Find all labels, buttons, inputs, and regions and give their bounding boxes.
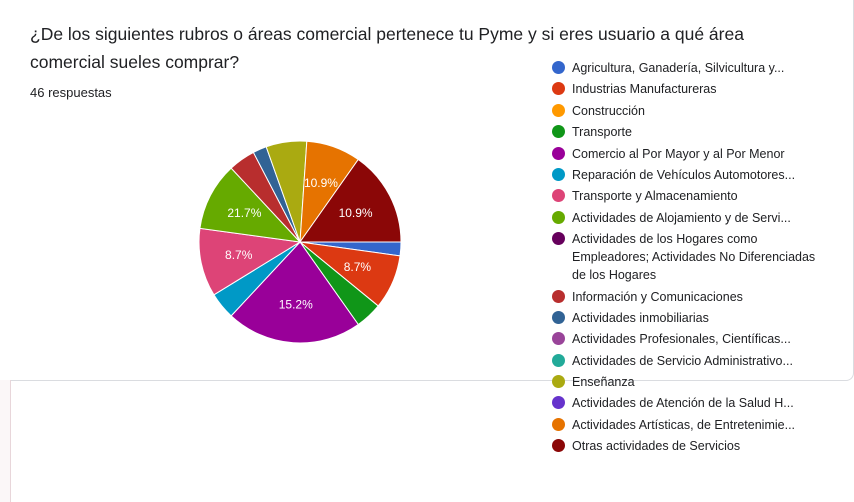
legend-item[interactable]: Transporte bbox=[552, 123, 827, 141]
legend-label: Actividades de Servicio Administrativo..… bbox=[572, 353, 793, 368]
pie-slice[interactable] bbox=[299, 158, 402, 243]
legend-swatch bbox=[552, 210, 565, 224]
legend-swatch bbox=[552, 310, 565, 324]
legend-label: Construcción bbox=[572, 103, 645, 118]
slice-label: 21.7% bbox=[227, 206, 261, 220]
slice-label: 10.9% bbox=[339, 206, 373, 220]
legend-label: Actividades Artísticas, de Entretenimie.… bbox=[572, 417, 796, 432]
legend-swatch bbox=[552, 289, 565, 303]
pie-slice[interactable] bbox=[198, 227, 302, 296]
legend-label: Industrias Manufactureras bbox=[572, 82, 717, 97]
legend-item[interactable]: Actividades de los Hogares como Empleado… bbox=[552, 230, 827, 284]
legend-item[interactable]: Actividades inmobiliarias bbox=[552, 309, 827, 327]
slice-label: 10.9% bbox=[304, 176, 338, 190]
legend-label: Actividades de los Hogares como Empleado… bbox=[572, 232, 816, 283]
legend-label: Transporte bbox=[572, 125, 632, 140]
legend-item[interactable]: Actividades de Alojamiento y de Servi... bbox=[552, 209, 827, 227]
legend-item[interactable]: Comercio al Por Mayor y al Por Menor bbox=[552, 145, 827, 163]
legend-swatch bbox=[552, 125, 565, 139]
legend-label: Reparación de Vehículos Automotores... bbox=[572, 167, 796, 182]
legend-swatch bbox=[552, 353, 565, 367]
legend-swatch bbox=[552, 82, 565, 96]
legend-item[interactable]: Otras actividades de Servicios bbox=[552, 437, 827, 455]
legend-label: Transporte y Almacenamiento bbox=[572, 189, 738, 204]
legend-label: Actividades Profesionales, Científicas..… bbox=[572, 332, 791, 347]
slice-label: 8.7% bbox=[344, 260, 372, 274]
legend-swatch bbox=[552, 439, 565, 453]
next-card-edge bbox=[0, 380, 11, 502]
legend-swatch bbox=[552, 375, 565, 389]
legend-item[interactable]: Agricultura, Ganadería, Silvicultura y..… bbox=[552, 59, 827, 77]
response-count: 46 respuestas bbox=[30, 85, 112, 100]
pie-slice[interactable] bbox=[199, 167, 302, 243]
legend-swatch bbox=[552, 332, 565, 346]
legend-swatch bbox=[552, 146, 565, 160]
legend-item[interactable]: Actividades Artísticas, de Entretenimie.… bbox=[552, 416, 827, 434]
legend-item[interactable]: Reparación de Vehículos Automotores... bbox=[552, 166, 827, 184]
legend-swatch bbox=[552, 232, 565, 246]
legend-label: Agricultura, Ganadería, Silvicultura y..… bbox=[572, 61, 785, 75]
legend-label: Comercio al Por Mayor y al Por Menor bbox=[572, 146, 785, 161]
legend-item[interactable]: Actividades de Atención de la Salud H... bbox=[552, 394, 827, 412]
chart-legend: Agricultura, Ganadería, Silvicultura y..… bbox=[552, 59, 827, 459]
question-title: ¿De los siguientes rubros o áreas comerc… bbox=[30, 24, 744, 72]
legend-label: Enseñanza bbox=[572, 375, 635, 390]
legend-swatch bbox=[552, 61, 565, 74]
legend-label: Actividades de Alojamiento y de Servi... bbox=[572, 210, 791, 225]
legend-swatch bbox=[552, 396, 565, 410]
legend-swatch bbox=[552, 167, 565, 181]
question-card: ¿De los siguientes rubros o áreas comerc… bbox=[0, 0, 854, 453]
legend-label: Actividades inmobiliarias bbox=[572, 310, 709, 325]
legend-item[interactable]: Transporte y Almacenamiento bbox=[552, 187, 827, 205]
legend-label: Información y Comunicaciones bbox=[572, 289, 743, 304]
legend-label: Otras actividades de Servicios bbox=[572, 439, 741, 454]
legend-item[interactable]: Actividades Profesionales, Científicas..… bbox=[552, 330, 827, 348]
legend-item[interactable]: Industrias Manufactureras bbox=[552, 80, 827, 98]
pie-slice[interactable] bbox=[230, 241, 359, 344]
legend-item[interactable]: Enseñanza bbox=[552, 373, 827, 391]
legend-item[interactable]: Construcción bbox=[552, 102, 827, 120]
slice-label: 15.2% bbox=[279, 297, 313, 311]
legend-swatch bbox=[552, 189, 565, 203]
pie-chart: 8.7% 15.2% 8.7% 21.7% 10.9% 10.9% bbox=[198, 140, 402, 344]
legend-swatch bbox=[552, 417, 565, 431]
legend-item[interactable]: Información y Comunicaciones bbox=[552, 288, 827, 306]
legend-item[interactable]: Actividades de Servicio Administrativo..… bbox=[552, 352, 827, 370]
slice-label: 8.7% bbox=[225, 248, 253, 262]
legend-swatch bbox=[552, 103, 565, 117]
legend-label: Actividades de Atención de la Salud H... bbox=[572, 396, 794, 411]
